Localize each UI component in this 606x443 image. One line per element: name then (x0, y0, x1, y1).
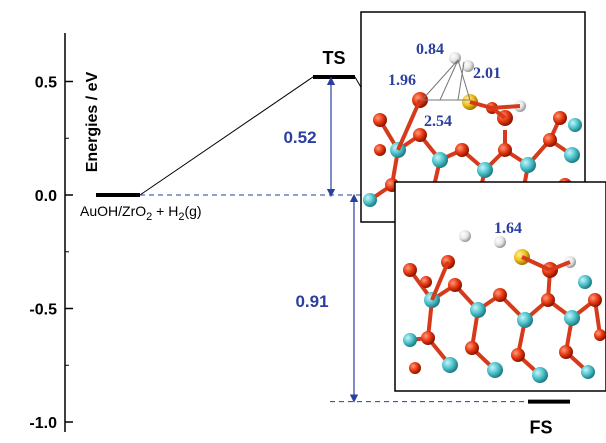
atom (455, 143, 469, 157)
barrier-value-label: 0.52 (283, 128, 316, 147)
y-tick-label: -0.5 (29, 302, 57, 319)
transition-state-label: TS (322, 48, 345, 68)
atom (493, 288, 507, 302)
y-axis-label: Energies / eV (84, 71, 101, 172)
atom (578, 275, 592, 289)
atom (581, 365, 595, 379)
atom (559, 345, 573, 359)
bond (430, 261, 450, 301)
atom (594, 329, 606, 341)
atom (588, 293, 602, 307)
atom (543, 133, 557, 147)
ts-distance-label: 2.01 (473, 65, 501, 82)
atom (421, 331, 435, 345)
atom (363, 193, 377, 207)
atom (409, 362, 421, 374)
atom (498, 143, 512, 157)
initial-state-label: AuOH/ZrO2 + H2(g) (80, 203, 202, 223)
atom (564, 147, 580, 163)
fs-structure-inset: 1.64 (394, 181, 606, 392)
atom (470, 302, 486, 318)
atom (374, 144, 386, 156)
atom (494, 236, 506, 248)
atom (373, 113, 387, 127)
atom (532, 367, 548, 383)
bond (396, 99, 422, 151)
atom (420, 276, 432, 288)
ts-distance-label: 2.54 (424, 113, 452, 130)
fs-distance-label: 1.64 (494, 220, 522, 237)
ts-distance-label: 0.84 (416, 41, 444, 58)
atom (564, 310, 580, 326)
ts-distance-label: 1.96 (388, 72, 416, 89)
final-state-label: FS (529, 418, 552, 438)
y-tick-label: -1.0 (29, 415, 57, 432)
atom (403, 263, 417, 277)
atom (568, 118, 582, 132)
bond (521, 255, 551, 272)
atom (487, 362, 503, 378)
ts-distance-lines (421, 59, 471, 101)
atom (449, 52, 461, 64)
atom (459, 230, 471, 242)
atom (432, 152, 448, 168)
bond (549, 260, 571, 272)
atom (553, 111, 567, 125)
y-tick-label: 0.0 (35, 188, 57, 205)
reaction-energy-label: 0.91 (295, 292, 328, 311)
atom (541, 293, 555, 307)
bond (490, 106, 507, 120)
bond (491, 104, 521, 110)
atom (413, 128, 427, 142)
atom (442, 357, 458, 373)
atom (511, 348, 525, 362)
path-connector (139, 76, 314, 196)
atom (448, 278, 462, 292)
atom (462, 60, 474, 72)
atom (520, 157, 536, 173)
atom (403, 333, 417, 347)
atom (465, 341, 479, 355)
y-tick-label: 0.5 (35, 75, 57, 92)
atom (517, 312, 533, 328)
atom (477, 162, 493, 178)
bond (469, 100, 493, 110)
